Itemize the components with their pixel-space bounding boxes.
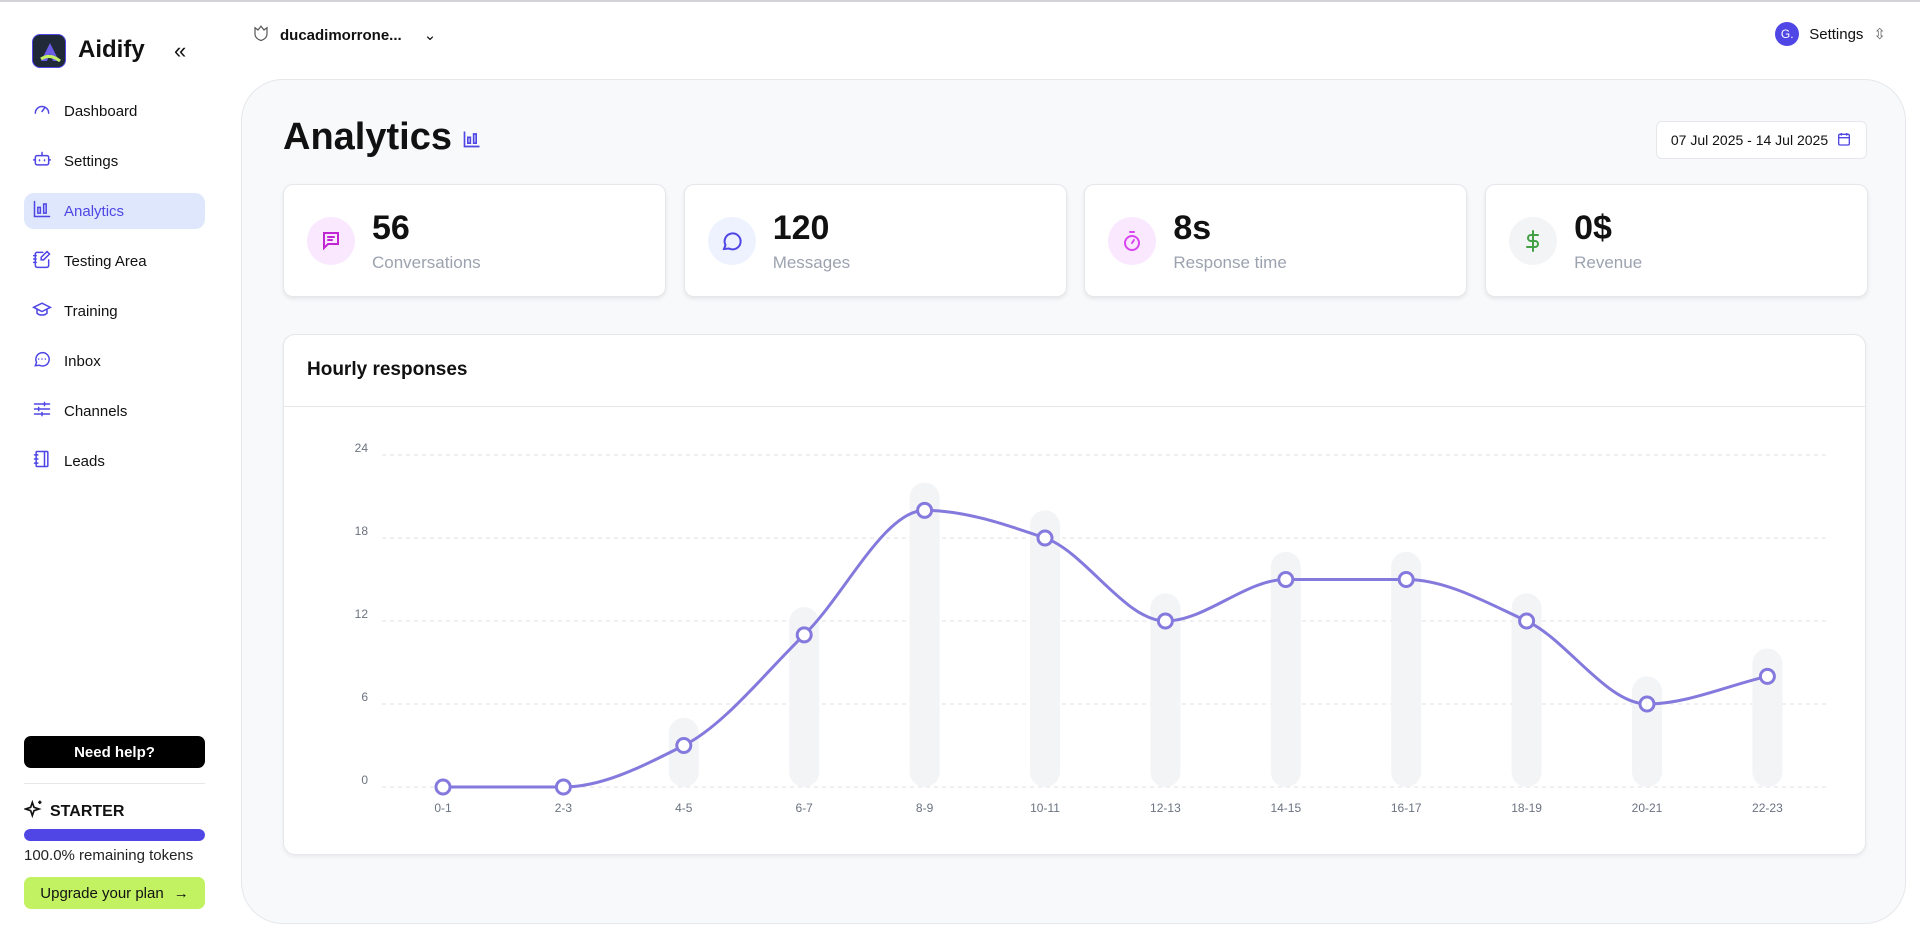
x-tick-label: 14-15 [1270,801,1301,815]
hourly-responses-chart: Hourly responses 0 6 12 18 24 0-1 2-3 4-5 6-7 8-9… [283,334,1866,855]
x-tick-label: 12-13 [1150,801,1181,815]
workspace-crest-icon [252,24,270,46]
data-point [1156,612,1174,630]
page-title: Analytics [283,116,482,159]
x-tick-label: 22-23 [1752,801,1783,815]
x-tick-label: 8-9 [916,801,934,815]
stopwatch-icon [1108,217,1157,265]
x-tick-label: 10-11 [1030,801,1060,815]
arrow-right-icon: → [173,884,189,902]
tokens-progress-fill [24,829,205,841]
sidebar-item-channels[interactable]: Channels [24,393,205,429]
y-tick-label: 0 [361,773,368,787]
bar-chart-icon [462,116,482,159]
background-bar [1752,648,1783,787]
y-tick-label: 6 [361,690,368,704]
calendar-icon [1836,131,1852,150]
date-range-picker[interactable]: 07 Jul 2025 - 14 Jul 2025 [1656,121,1867,159]
stat-value: 8s [1173,209,1212,247]
background-bar [1150,593,1181,787]
collapse-sidebar-icon[interactable]: « [174,38,187,63]
data-point [1397,571,1415,588]
robot-icon [32,149,52,173]
dollar-icon [1509,217,1558,265]
messages-icon [707,217,756,265]
stat-label: Response time [1173,253,1287,272]
need-help-button[interactable]: Need help? [24,736,205,768]
divider [24,783,205,784]
stat-card-messages: 120 Messages [683,184,1067,297]
data-point [1036,529,1054,547]
data-point [1638,695,1656,713]
stat-card-conversations: 56 Conversations [283,184,666,297]
background-bar [789,607,820,787]
background-bar [1511,593,1542,787]
data-point [1518,612,1536,630]
background-bar [1632,676,1662,787]
aidify-logo [32,34,66,68]
data-point [795,626,813,644]
x-tick-label: 20-21 [1632,801,1663,815]
notebook-pen-icon [32,249,52,273]
stat-label: Revenue [1574,253,1643,272]
sidebar-item-testing-area[interactable]: Testing Area [24,243,205,279]
book-icon [32,449,52,473]
sidebar-item-training[interactable]: Training [24,293,205,329]
stat-card-revenue: 0$ Revenue [1485,184,1869,297]
data-point [1758,667,1776,685]
background-bar [1270,551,1301,787]
avatar: G. [1775,22,1800,46]
data-point [675,737,693,754]
y-tick-label: 12 [355,607,369,621]
upgrade-plan-button[interactable]: Upgrade your plan → [24,877,205,909]
x-tick-label: 18-19 [1511,801,1542,815]
background-bar [1030,510,1060,787]
plan-label: STARTER [23,799,124,824]
x-tick-label: 16-17 [1391,801,1422,815]
background-bar [909,482,940,787]
conversations-icon [307,217,355,265]
stat-label: Conversations [372,253,481,272]
x-tick-label: 0-1 [434,801,452,815]
data-point [916,501,934,519]
chevrons-up-down-icon: ⇳ [1873,26,1886,43]
brand-name: Aidify [78,36,145,63]
sliders-icon [32,399,52,423]
stat-label: Messages [772,253,851,272]
x-tick-label: 4-5 [675,801,693,815]
sidebar-item-analytics[interactable]: Analytics [24,193,205,229]
graduation-cap-icon [31,299,53,323]
stat-value: 120 [772,209,830,247]
data-point [434,778,452,796]
line-chart: 0 6 12 18 24 0-1 2-3 4-5 6-7 8-9 10-11 12-13 14-15 16… [355,441,1828,815]
data-point [554,778,572,796]
message-dots-icon [32,349,52,373]
sidebar-item-inbox[interactable]: Inbox [24,343,205,379]
divider [284,406,1865,407]
y-tick-label: 24 [355,441,369,455]
x-tick-label: 2-3 [555,801,573,815]
stat-value: 56 [372,209,410,247]
user-menu[interactable]: G. Settings ⇳ [1775,22,1886,46]
chart-title: Hourly responses [307,359,468,380]
background-bar [1391,551,1422,787]
sidebar-item-settings[interactable]: Settings [24,143,205,179]
gauge-icon [32,99,52,123]
series-line [443,508,1768,789]
tokens-remaining: 100.0% remaining tokens [24,847,194,864]
sidebar-item-leads[interactable]: Leads [24,443,205,479]
bar-chart-icon [32,199,52,223]
tokens-progress-bar [24,829,205,841]
stat-card-response-time: 8s Response time [1084,184,1468,297]
y-tick-label: 18 [355,524,369,538]
stat-value: 0$ [1574,209,1612,247]
sparkles-icon [23,799,44,824]
x-tick-label: 6-7 [796,801,814,815]
data-point [1277,571,1295,588]
workspace-selector[interactable]: ducadimorrone... ⌄ [252,24,436,46]
sidebar-item-dashboard[interactable]: Dashboard [24,93,205,129]
chevron-down-icon: ⌄ [423,27,437,44]
